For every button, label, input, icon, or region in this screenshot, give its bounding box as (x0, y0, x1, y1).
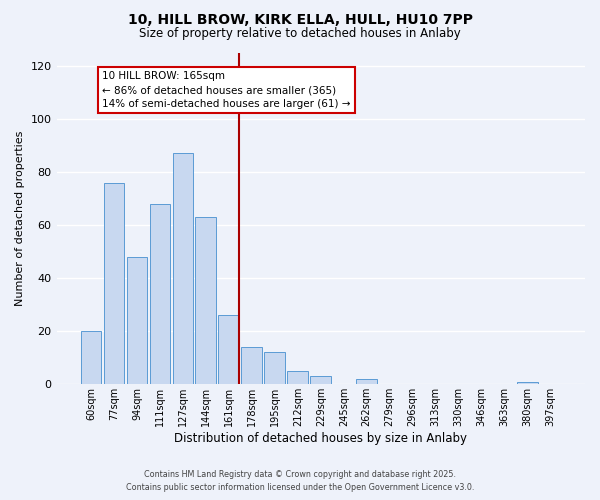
Bar (149, 204, 170, 384)
Text: 10, HILL BROW, KIRK ELLA, HULL, HU10 7PP: 10, HILL BROW, KIRK ELLA, HULL, HU10 7PP (128, 12, 473, 26)
Bar (310, 376, 331, 384)
Y-axis label: Number of detached properties: Number of detached properties (15, 130, 25, 306)
Bar (218, 316, 239, 384)
Bar (517, 382, 538, 384)
Bar (265, 352, 285, 384)
Bar (80, 331, 101, 384)
Bar (196, 217, 216, 384)
Bar (241, 347, 262, 385)
Text: 10 HILL BROW: 165sqm
← 86% of detached houses are smaller (365)
14% of semi-deta: 10 HILL BROW: 165sqm ← 86% of detached h… (103, 71, 351, 109)
Text: Size of property relative to detached houses in Anlaby: Size of property relative to detached ho… (139, 28, 461, 40)
Bar (173, 154, 193, 384)
Text: Contains HM Land Registry data © Crown copyright and database right 2025.
Contai: Contains HM Land Registry data © Crown c… (126, 470, 474, 492)
Bar (127, 257, 147, 384)
X-axis label: Distribution of detached houses by size in Anlaby: Distribution of detached houses by size … (174, 432, 467, 445)
Bar (104, 182, 124, 384)
Bar (356, 379, 377, 384)
Bar (287, 371, 308, 384)
